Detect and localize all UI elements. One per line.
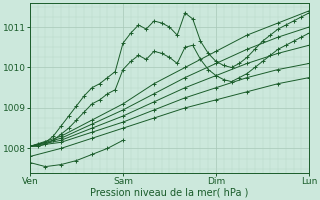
X-axis label: Pression niveau de la mer( hPa ): Pression niveau de la mer( hPa ) — [90, 187, 249, 197]
